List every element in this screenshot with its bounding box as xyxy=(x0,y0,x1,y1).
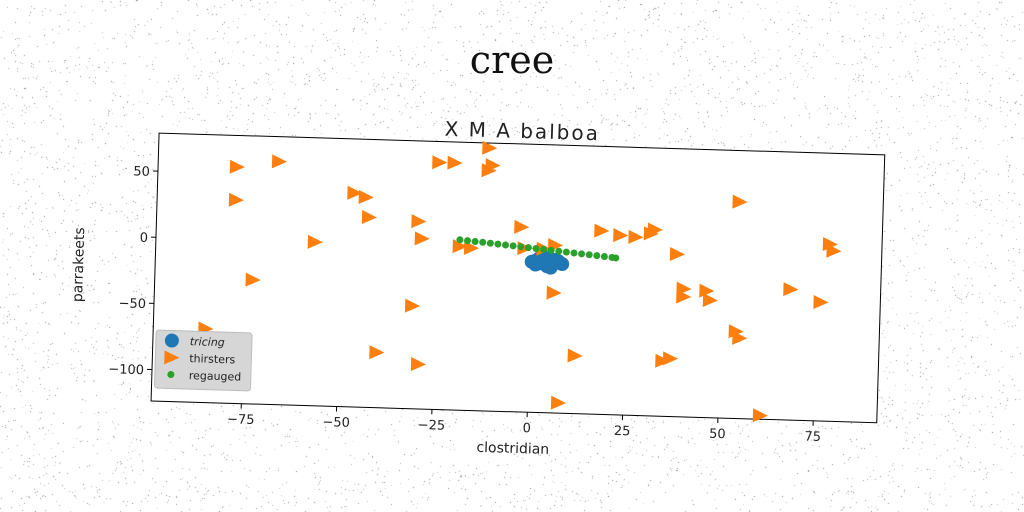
scatter-point-regauged xyxy=(486,239,494,247)
scatter-point-thirsters xyxy=(550,395,567,410)
scatter-point-thirsters xyxy=(783,282,799,297)
plot-marks xyxy=(198,140,842,423)
y-tick-label: 50 xyxy=(133,164,150,179)
scatter-point-regauged xyxy=(464,237,472,245)
scatter-point-thirsters xyxy=(463,240,480,255)
scatter-point-thirsters xyxy=(732,194,748,209)
scatter-point-thirsters xyxy=(347,185,363,200)
legend: tricing thirsters regauged xyxy=(154,329,253,392)
x-tick-label: 50 xyxy=(709,427,726,442)
y-axis: −100 −50 0 50 xyxy=(108,164,158,378)
scatter-point-thirsters xyxy=(702,293,718,307)
scatter-point-thirsters xyxy=(699,283,715,298)
legend-box xyxy=(154,329,253,392)
scatter-point-thirsters xyxy=(662,351,679,366)
legend-label: tricing xyxy=(190,335,225,349)
scatter-point-regauged xyxy=(456,236,464,244)
scatter-point-thirsters xyxy=(594,223,610,238)
scatter-point-thirsters xyxy=(567,348,583,363)
scatter-point-thirsters xyxy=(245,272,261,287)
scatter-point-thirsters xyxy=(307,234,323,249)
scatter-point-thirsters xyxy=(447,155,463,170)
legend-label: thirsters xyxy=(189,352,236,366)
x-tick-label: 0 xyxy=(522,421,531,436)
scatter-point-regauged xyxy=(509,242,517,250)
scatter-point-regauged xyxy=(540,245,548,253)
scatter-point-thirsters xyxy=(546,285,562,300)
scatter-point-thirsters xyxy=(414,231,430,246)
scatter-point-thirsters xyxy=(271,154,288,169)
scatter-point-thirsters xyxy=(822,237,838,252)
y-tick-label: −100 xyxy=(108,362,144,378)
scatter-point-regauged xyxy=(494,240,502,248)
scatter-point-thirsters xyxy=(613,228,629,243)
x-tick-label: −25 xyxy=(418,418,446,434)
scatter-point-thirsters xyxy=(404,298,421,313)
scatter-point-thirsters xyxy=(452,239,468,254)
scatter-point-thirsters xyxy=(728,324,744,339)
scatter-point-regauged xyxy=(578,250,586,258)
chart-title: X M A balboa xyxy=(444,117,600,146)
scatter-point-thirsters xyxy=(647,222,663,237)
x-axis-label: clostridian xyxy=(476,440,549,458)
scatter-point-regauged xyxy=(555,247,563,255)
scatter-point-thirsters xyxy=(485,158,501,173)
scatter-point-thirsters xyxy=(732,330,748,345)
scatter-point-thirsters xyxy=(432,155,448,170)
scatter-point-regauged xyxy=(502,241,510,249)
scatter-point-thirsters xyxy=(669,247,685,262)
y-axis-label: parrakeets xyxy=(70,227,88,302)
scatter-point-thirsters xyxy=(358,190,374,205)
chart-axes: X M A balboa −75 −50 −25 0 25 50 75 −100 −50 0 50… xyxy=(70,117,886,458)
scatter-point-regauged xyxy=(593,252,601,260)
scatter-point-thirsters xyxy=(229,159,245,174)
x-tick-label: −75 xyxy=(227,412,255,428)
scatter-point-regauged xyxy=(532,245,540,253)
scatter-point-thirsters xyxy=(361,209,377,224)
x-tick-label: 75 xyxy=(804,430,821,445)
scatter-point-thirsters xyxy=(482,140,498,155)
x-axis: −75 −50 −25 0 25 50 75 xyxy=(227,403,821,445)
scatter-point-regauged xyxy=(479,238,487,246)
scatter-point-tricing xyxy=(164,333,179,348)
scatter-point-regauged xyxy=(167,371,175,379)
x-tick-label: 25 xyxy=(614,424,631,439)
scatter-point-thirsters xyxy=(164,350,180,365)
y-tick-label: 0 xyxy=(139,231,148,246)
scatter-point-thirsters xyxy=(628,229,644,244)
legend-label: regauged xyxy=(189,369,242,384)
scatter-point-regauged xyxy=(517,243,525,251)
scatter-point-thirsters xyxy=(752,408,768,423)
scatter-point-thirsters xyxy=(514,219,530,234)
scatter-point-regauged xyxy=(612,254,620,262)
scatter-point-thirsters xyxy=(411,214,427,229)
figure-suptitle: cree xyxy=(469,38,555,82)
scatter-point-thirsters xyxy=(410,357,427,372)
scatter-point-regauged xyxy=(547,246,555,254)
plot-frame xyxy=(150,132,886,424)
scatter-point-regauged xyxy=(471,238,479,246)
scatter-point-tricing xyxy=(551,255,566,270)
scatter-point-thirsters xyxy=(655,353,671,368)
scatter-point-thirsters xyxy=(813,294,829,309)
y-tick-label: −50 xyxy=(118,296,146,312)
scatter-point-regauged xyxy=(585,251,593,259)
scatter-point-thirsters xyxy=(228,192,244,207)
scatter-point-regauged xyxy=(562,248,570,256)
x-tick-label: −50 xyxy=(322,415,350,431)
scatter-point-regauged xyxy=(570,249,578,257)
scatter-point-regauged xyxy=(524,244,532,252)
scatter-point-thirsters xyxy=(676,289,692,304)
scatter-point-regauged xyxy=(600,253,608,261)
scatter-point-thirsters xyxy=(369,345,385,360)
scatter-point-thirsters xyxy=(826,243,842,258)
